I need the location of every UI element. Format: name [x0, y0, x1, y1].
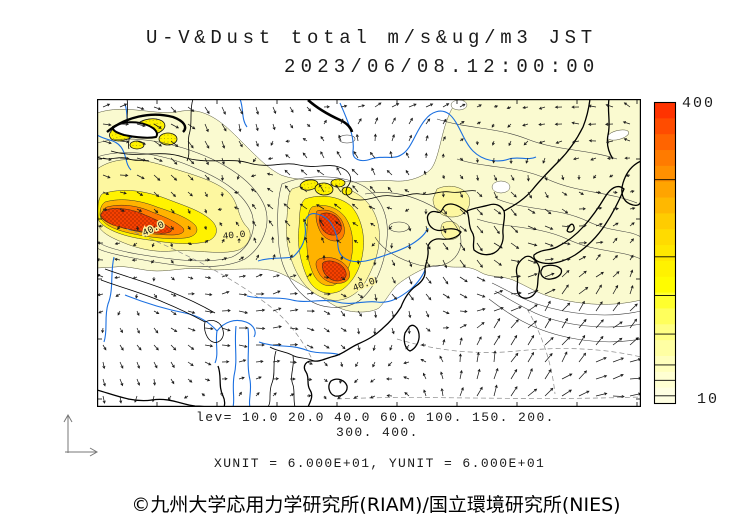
rivers	[96, 98, 537, 408]
grid-units-label: XUNIT = 6.000E+01, YUNIT = 6.000E+01	[214, 456, 546, 471]
map-plot-area: 40.0 40.0 40.0	[96, 98, 642, 408]
dust-map: 40.0 40.040.0	[96, 98, 642, 408]
chart-title-line1: U-V&Dust total m/s&ug/m3 JST	[146, 27, 597, 49]
axis-reference-arrows	[63, 413, 99, 457]
chart-title-line2: 2023/06/08.12:00:00	[284, 56, 600, 78]
map-frame	[97, 99, 641, 407]
wind-vector-field	[96, 102, 642, 404]
lakes-and-ridges	[106, 99, 354, 139]
colorbar	[653, 101, 679, 405]
contour-label: 40.0	[222, 229, 246, 242]
credit-line: ©九州大学応用力学研究所(RIAM)/国立環境研究所(NIES)	[131, 494, 621, 516]
coastlines	[96, 98, 642, 408]
dust-fill-red-core	[100, 208, 347, 282]
contour-lines	[96, 118, 642, 343]
contour-levels-line2: 300. 400.	[336, 425, 419, 440]
colorbar-min-label: 10	[697, 391, 720, 408]
colorbar-max-label: 400	[682, 95, 716, 112]
contour-levels-line1: lev= 10.0 20.0 40.0 60.0 100. 150. 200.	[196, 410, 555, 425]
